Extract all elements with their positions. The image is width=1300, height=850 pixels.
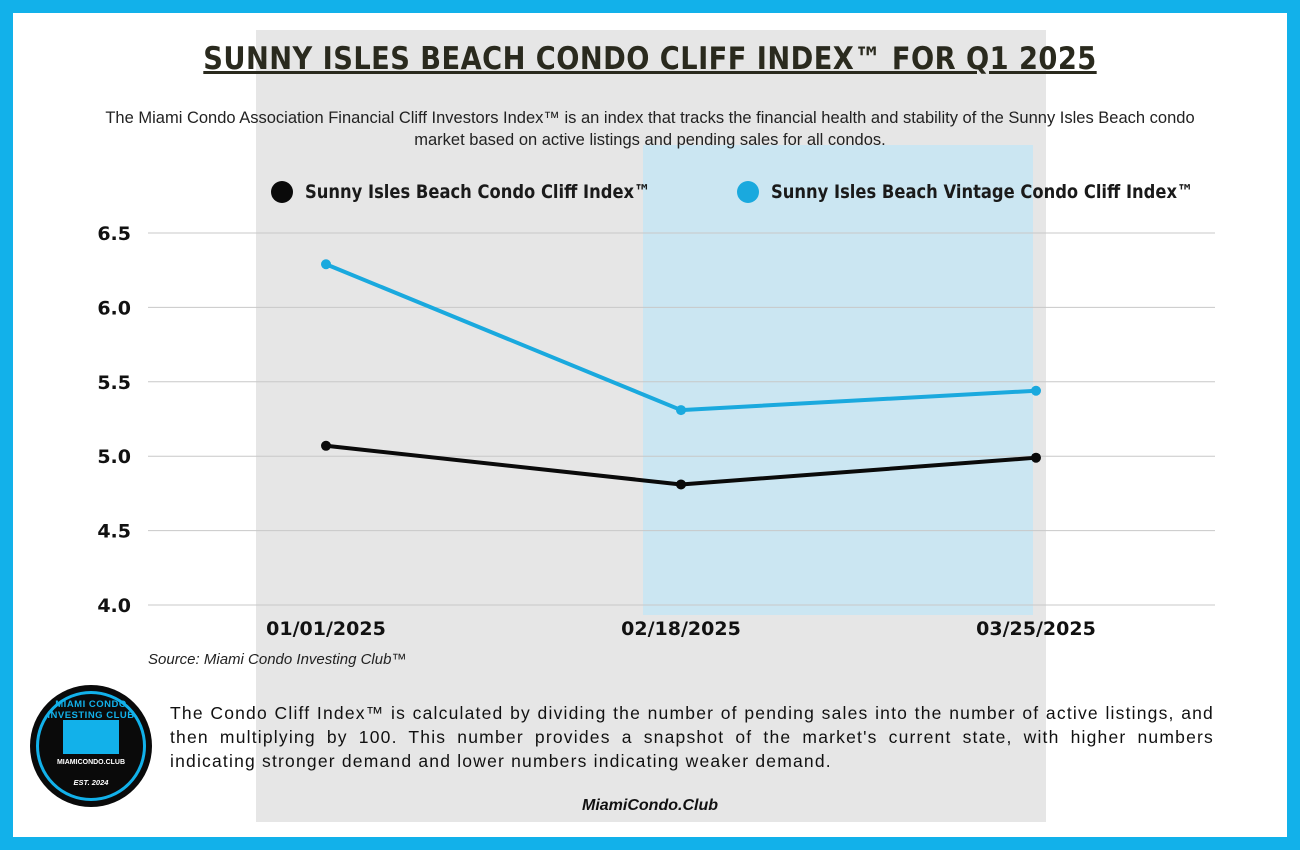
logo-text: MIAMI CONDO INVESTING CLUB [47, 699, 135, 721]
y-tick-label: 4.5 [97, 521, 131, 543]
chart-grid [148, 232, 1215, 606]
logo-site-text: MIAMICONDO.CLUB [56, 759, 126, 766]
bridge-icon [63, 720, 119, 754]
legend-label-series-1: Sunny Isles Beach Condo Cliff Index™ [305, 181, 651, 203]
data-point-series-1 [1031, 452, 1041, 463]
data-point-series-2 [676, 405, 686, 416]
background-accent-panel [643, 145, 1033, 615]
data-point-series-1 [321, 440, 331, 451]
footer-site: MiamiCondo.Club [582, 797, 718, 814]
logo-est-text: EST. 2024 [73, 778, 109, 787]
legend-dot-series-1 [271, 181, 293, 203]
y-axis-ticks: 4.0 4.5 5.0 5.5 6.0 6.5 [97, 223, 131, 617]
source-note: Source: Miami Condo Investing Club™ [148, 651, 407, 668]
x-tick-label: 01/01/2025 [266, 618, 386, 640]
y-tick-label: 6.0 [97, 297, 131, 319]
legend-label-series-2: Sunny Isles Beach Vintage Condo Cliff In… [770, 181, 1193, 203]
chart-points [321, 259, 1041, 490]
data-point-series-1 [676, 479, 686, 490]
series-line-1 [325, 443, 1037, 487]
page-subtitle: The Miami Condo Association Financial Cl… [105, 109, 1195, 149]
y-tick-label: 5.0 [97, 446, 131, 468]
chart-lines [325, 262, 1037, 487]
club-logo: MIAMI CONDO INVESTING CLUB MIAMICONDO.CL… [30, 685, 152, 807]
legend-item-series-1: Sunny Isles Beach Condo Cliff Index™ [271, 181, 707, 203]
chart-legend: Sunny Isles Beach Condo Cliff Index™ Sun… [271, 177, 1287, 207]
logo-ring [36, 691, 146, 801]
y-tick-label: 6.5 [97, 223, 131, 245]
methodology-note: The Condo Cliff Index™ is calculated by … [170, 703, 1214, 771]
y-tick-label: 5.5 [97, 372, 131, 394]
series-line-2 [325, 262, 1037, 413]
x-tick-label: 02/18/2025 [621, 618, 741, 640]
legend-item-series-2: Sunny Isles Beach Vintage Condo Cliff In… [736, 181, 1262, 203]
x-tick-label: 03/25/2025 [976, 618, 1096, 640]
y-tick-label: 4.0 [97, 595, 131, 617]
x-axis-ticks: 01/01/2025 02/18/2025 03/25/2025 [266, 618, 1096, 640]
line-chart: 4.04.55.05.56.06.5 01/01/2025 02/18/2025 0… [97, 223, 1215, 640]
page-title: SUNNY ISLES BEACH CONDO CLIFF INDEX™ FOR… [203, 41, 1097, 77]
data-point-series-2 [1031, 385, 1041, 396]
data-point-series-2 [321, 259, 331, 270]
legend-dot-series-2 [736, 181, 759, 203]
